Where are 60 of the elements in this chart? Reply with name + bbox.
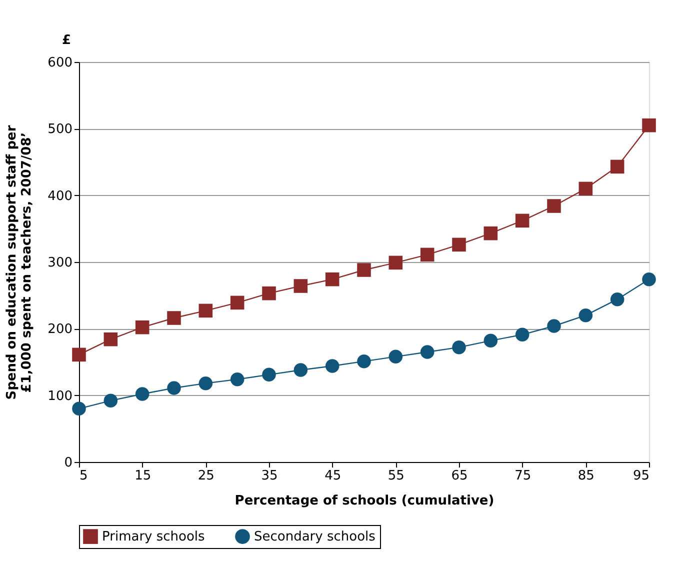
point (262, 286, 276, 300)
point (357, 354, 371, 368)
y-tick-label: 400 (48, 188, 72, 204)
x-tick-label: 15 (134, 468, 152, 484)
x-tick-label: 5 (80, 468, 88, 484)
x-tick-label: 95 (632, 468, 650, 484)
y-tick-label: 600 (48, 56, 72, 70)
point (610, 292, 624, 306)
x-tick-label: 75 (514, 468, 532, 484)
point (642, 272, 656, 286)
point (325, 359, 340, 373)
point (610, 160, 624, 174)
point (294, 279, 308, 293)
point (198, 304, 213, 318)
point (230, 296, 244, 310)
point (325, 272, 340, 286)
point (515, 214, 530, 228)
y-tick-label: 200 (48, 322, 72, 338)
point (294, 363, 308, 377)
point (388, 256, 403, 270)
point (167, 311, 181, 325)
point (72, 348, 86, 362)
x-tick-label: 55 (388, 468, 404, 484)
point (484, 226, 498, 240)
x-tick-label: 65 (451, 468, 468, 484)
point (230, 372, 244, 386)
y-axis-title: Spend on education support staff per £1,000 spent on teachers, 2007/08’ (4, 124, 35, 400)
x-tick-label: 35 (261, 468, 278, 484)
point (72, 402, 86, 416)
y-tick-label: 300 (48, 256, 72, 270)
point (452, 238, 466, 252)
point (547, 199, 561, 213)
legend-label: Secondary schools (254, 530, 376, 545)
point (198, 376, 213, 390)
y-tick-label: 0 (64, 456, 72, 470)
x-tick-label: 45 (324, 468, 342, 484)
point (547, 319, 561, 333)
point (484, 334, 498, 348)
point (388, 350, 403, 364)
point (357, 263, 371, 277)
point (452, 340, 466, 354)
text: £ (62, 33, 71, 48)
point (578, 182, 593, 196)
y-tick-label: 100 (48, 388, 72, 404)
point (420, 248, 434, 262)
x-axis-title: Percentage of schools (cumulative) (234, 494, 494, 508)
point (420, 345, 434, 359)
x-tick-label: 25 (198, 468, 214, 484)
point (515, 328, 530, 342)
legend-label: Primary schools (102, 530, 206, 545)
point (135, 387, 150, 401)
point (642, 118, 656, 132)
x-tick-label: 85 (578, 468, 594, 484)
point (262, 368, 276, 382)
y-tick-label: 500 (48, 122, 72, 138)
point (104, 394, 118, 408)
point (135, 320, 150, 334)
point (104, 332, 118, 346)
point (578, 308, 593, 322)
point (167, 381, 181, 395)
